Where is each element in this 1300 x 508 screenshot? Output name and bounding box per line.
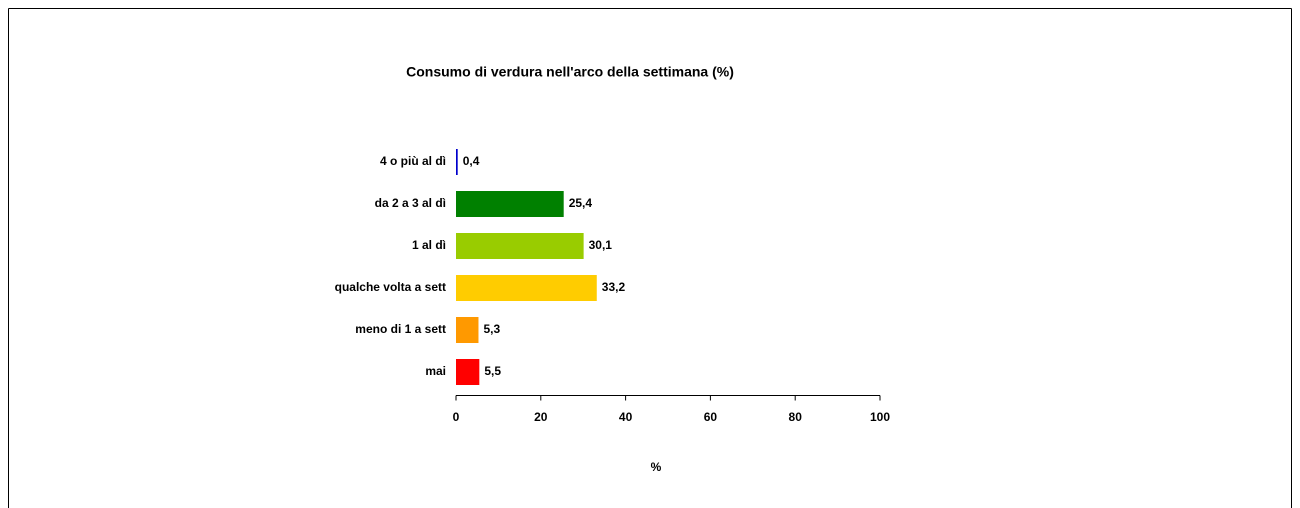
y-tick-label: da 2 a 3 al dì	[375, 196, 446, 210]
y-tick-label: 1 al dì	[412, 238, 446, 252]
x-tick-label: 0	[453, 410, 460, 424]
bar	[456, 275, 597, 301]
bar	[456, 191, 564, 217]
value-label: 5,3	[483, 322, 500, 336]
value-label: 5,5	[484, 364, 501, 378]
value-label: 0,4	[463, 154, 480, 168]
x-tick-label: 40	[619, 410, 633, 424]
x-axis-title: %	[651, 460, 662, 474]
x-tick-label: 80	[789, 410, 803, 424]
bar	[456, 317, 479, 343]
bar	[456, 149, 458, 175]
value-label: 30,1	[589, 238, 613, 252]
x-tick-label: 20	[534, 410, 548, 424]
y-tick-label: mai	[425, 364, 446, 378]
chart-title: Consumo di verdura nell'arco della setti…	[406, 64, 734, 80]
y-tick-label: 4 o più al dì	[380, 154, 446, 168]
value-label: 25,4	[569, 196, 593, 210]
x-tick-label: 60	[704, 410, 718, 424]
y-tick-label: qualche volta a sett	[335, 280, 446, 294]
value-label: 33,2	[602, 280, 626, 294]
y-tick-label: meno di 1 a sett	[355, 322, 446, 336]
bar	[456, 359, 480, 385]
x-tick-label: 100	[870, 410, 890, 424]
bar	[456, 233, 584, 259]
